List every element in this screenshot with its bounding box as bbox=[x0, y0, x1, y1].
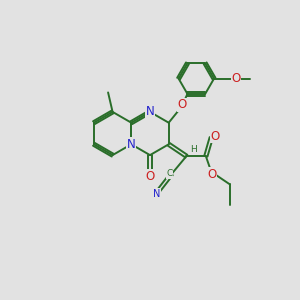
Text: O: O bbox=[232, 71, 241, 85]
Text: C: C bbox=[167, 169, 173, 178]
Text: N: N bbox=[146, 105, 154, 119]
Text: O: O bbox=[146, 170, 154, 183]
Text: N: N bbox=[127, 138, 136, 151]
Text: N: N bbox=[153, 189, 160, 199]
Text: O: O bbox=[177, 98, 187, 111]
Text: H: H bbox=[190, 145, 196, 154]
Text: O: O bbox=[210, 130, 220, 142]
Text: O: O bbox=[207, 168, 217, 181]
